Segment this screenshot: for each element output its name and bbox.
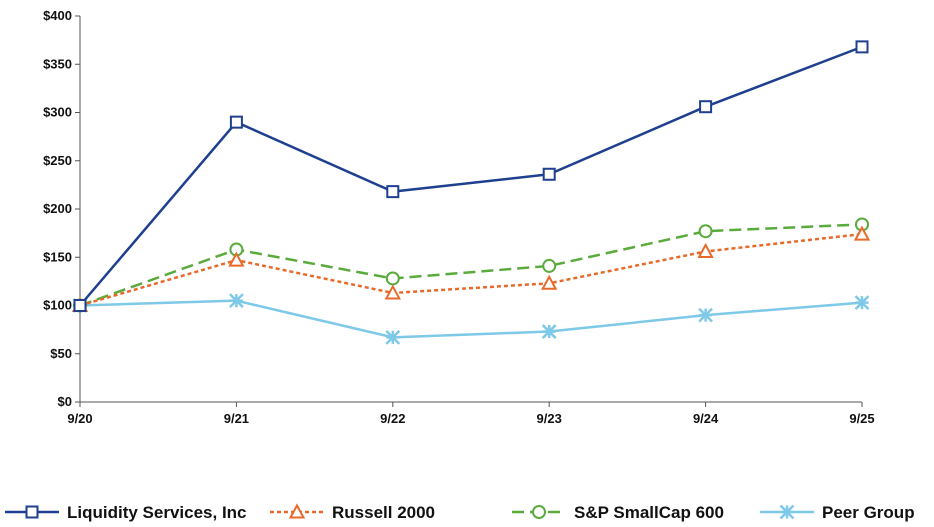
data-point <box>698 307 713 323</box>
data-point <box>541 274 558 290</box>
legend-label: Liquidity Services, Inc <box>67 503 247 522</box>
data-point <box>386 185 400 199</box>
legend-marker <box>288 503 306 519</box>
legend-label: Peer Group <box>822 503 915 522</box>
legend-item: Peer Group <box>760 503 915 522</box>
x-tick-label: 9/20 <box>67 411 92 426</box>
data-point <box>542 258 557 273</box>
data-point <box>384 284 401 300</box>
data-point <box>541 324 557 339</box>
x-tick-label: 9/23 <box>537 411 562 426</box>
x-tick-label: 9/24 <box>693 411 719 426</box>
data-point <box>229 293 244 309</box>
data-point <box>697 242 714 258</box>
data-point <box>385 271 400 286</box>
y-tick-label: $50 <box>50 346 72 361</box>
x-tick-label: 9/25 <box>849 411 874 426</box>
legend: Liquidity Services, Inc Russell 2000 S&P S… <box>5 503 915 522</box>
y-ticks: $0 $50 $100 $150 $200 $250 $300 $350 $400 <box>43 8 80 409</box>
y-tick-label: $350 <box>43 56 72 71</box>
y-tick-label: $300 <box>43 105 72 120</box>
data-point <box>853 225 871 241</box>
legend-item: Russell 2000 <box>270 503 435 522</box>
data-point <box>229 115 243 129</box>
series-layer <box>71 40 871 345</box>
y-tick-label: $400 <box>43 8 72 23</box>
legend-label: Russell 2000 <box>332 503 435 522</box>
series-2 <box>73 217 869 313</box>
y-tick-label: $0 <box>58 394 72 409</box>
data-point <box>854 295 870 310</box>
legend-label: S&P SmallCap 600 <box>574 503 724 522</box>
data-point <box>73 299 87 312</box>
y-tick-label: $250 <box>43 153 72 168</box>
data-point <box>385 329 401 345</box>
data-point <box>699 100 713 114</box>
legend-item: Liquidity Services, Inc <box>5 503 247 522</box>
series-line <box>79 232 863 307</box>
series-line <box>79 299 863 339</box>
x-ticks: 9/20 9/21 9/22 9/23 9/24 9/25 <box>67 402 875 426</box>
data-point <box>228 251 245 267</box>
series-1 <box>71 225 871 312</box>
series-line <box>79 223 863 307</box>
x-tick-label: 9/21 <box>224 411 249 426</box>
y-tick-label: $100 <box>43 298 72 313</box>
axes <box>79 16 862 403</box>
y-tick-label: $200 <box>43 201 72 216</box>
x-tick-label: 9/22 <box>380 411 405 426</box>
y-tick-label: $150 <box>43 249 72 264</box>
legend-marker <box>779 504 795 520</box>
data-point <box>855 40 869 54</box>
data-point <box>698 224 713 239</box>
legend-marker <box>532 505 546 519</box>
data-point <box>542 167 556 181</box>
series-line <box>79 45 863 307</box>
legend-marker <box>25 505 39 519</box>
legend-item: S&P SmallCap 600 <box>512 503 724 522</box>
series-3 <box>72 293 870 345</box>
series-0 <box>73 40 869 312</box>
